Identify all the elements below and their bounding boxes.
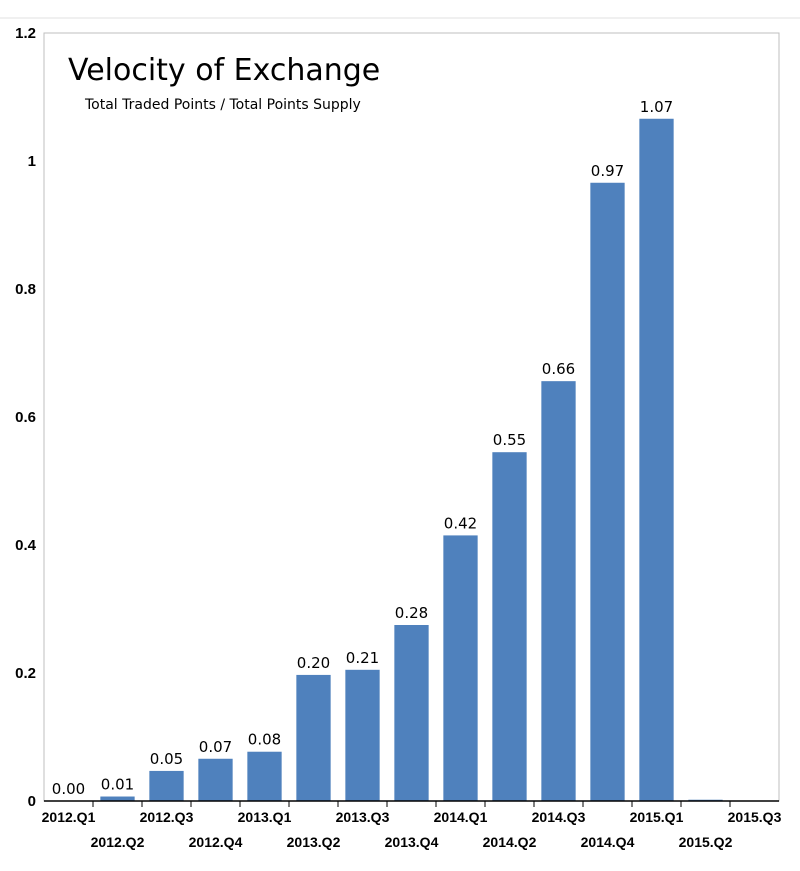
bar [345, 669, 380, 801]
x-tick-label: 2014.Q2 [483, 834, 537, 850]
x-tick-label: 2012.Q1 [42, 809, 96, 825]
y-tick-label: 0.6 [15, 409, 36, 426]
y-tick-label: 0.8 [15, 281, 36, 298]
y-tick-label: 0.4 [15, 537, 37, 554]
bars [100, 118, 723, 801]
bar [443, 535, 478, 801]
data-label: 0.42 [444, 514, 477, 532]
x-tick-label: 2014.Q1 [434, 809, 488, 825]
x-axis: 2012.Q1 2012.Q2 2012.Q3 2012.Q4 2013.Q1 2013.… [42, 801, 782, 850]
y-tick-label: 1 [28, 153, 36, 170]
bar [198, 758, 233, 801]
chart-subtitle: Total Traded Points / Total Points Suppl… [84, 97, 361, 113]
data-label: 0.55 [493, 431, 526, 449]
data-label: 0.07 [199, 738, 232, 756]
data-label: 0.20 [297, 654, 330, 672]
bar [296, 674, 331, 801]
bar [590, 182, 625, 801]
data-label: 0.28 [395, 604, 428, 622]
bar [247, 751, 282, 801]
x-tick-label: 2015.Q3 [728, 809, 782, 825]
data-label: 0.05 [150, 750, 183, 768]
data-label: 0.97 [591, 162, 624, 180]
bar [541, 381, 576, 801]
data-labels: 0.00 0.01 0.05 0.07 0.08 0.20 0.21 0.28 0.42 0.55… [52, 98, 673, 798]
data-label: 0.01 [101, 776, 134, 794]
x-tick-label: 2013.Q2 [287, 834, 341, 850]
data-label: 0.21 [346, 649, 379, 667]
data-label: 0.08 [248, 731, 281, 749]
bar [149, 770, 184, 801]
x-tick-label: 2015.Q1 [630, 809, 684, 825]
chart-title: Velocity of Exchange [68, 53, 380, 88]
bar [492, 452, 527, 801]
bar [639, 118, 674, 801]
y-tick-label: 0 [28, 793, 36, 810]
x-tick-label: 2014.Q3 [532, 809, 586, 825]
x-tick-label: 2014.Q4 [581, 834, 635, 850]
bar [100, 796, 135, 801]
data-label: 0.66 [542, 360, 575, 378]
x-tick-label: 2012.Q4 [189, 834, 243, 850]
x-tick-label: 2013.Q1 [238, 809, 292, 825]
x-tick-label: 2013.Q4 [385, 834, 439, 850]
y-axis: 0 0.2 0.4 0.6 0.8 1 1.2 [15, 25, 37, 810]
x-tick-label: 2015.Q2 [679, 834, 733, 850]
bar [394, 625, 429, 801]
x-tick-label: 2012.Q2 [91, 834, 145, 850]
y-tick-label: 0.2 [15, 665, 36, 682]
x-tick-label: 2012.Q3 [140, 809, 194, 825]
y-tick-label: 1.2 [15, 25, 36, 42]
data-label: 1.07 [640, 98, 673, 116]
data-label: 0.00 [52, 780, 85, 798]
x-tick-label: 2013.Q3 [336, 809, 390, 825]
